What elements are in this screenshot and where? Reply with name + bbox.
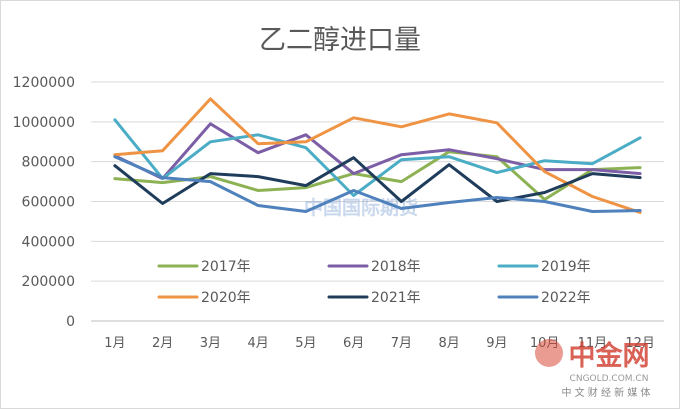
- x-tick-label: 4月: [247, 336, 268, 351]
- logo-circle-icon: [535, 339, 563, 367]
- series-line-2017年: [113, 150, 642, 201]
- x-tick-label: 8月: [438, 336, 459, 351]
- legend-item: 2021年: [327, 290, 421, 306]
- legend-label: 2019年: [541, 259, 591, 275]
- legend-item: 2019年: [497, 259, 591, 275]
- legend-label: 2020年: [201, 290, 251, 306]
- legend-label: 2022年: [541, 290, 591, 306]
- legend-item: 2018年: [327, 259, 421, 275]
- x-tick-label: 1月: [104, 336, 125, 351]
- y-tick-label: 1200000: [13, 75, 75, 91]
- x-tick-label: 6月: [343, 336, 364, 351]
- series-line-2020年: [113, 97, 642, 214]
- watermark-logo: 中金网 CNGOLD.COM.CN 中 文 财 经 新 媒 体: [535, 339, 651, 399]
- logo-url: CNGOLD.COM.CN: [570, 374, 649, 384]
- legend-label: 2021年: [371, 290, 421, 306]
- x-tick-label: 2月: [152, 336, 173, 351]
- y-tick-label: 200000: [22, 274, 75, 290]
- y-tick-label: 600000: [22, 195, 75, 211]
- series-line-2022年: [113, 155, 642, 213]
- x-tick-label: 11月: [578, 336, 608, 351]
- logo-tagline: 中 文 财 经 新 媒 体: [561, 386, 650, 399]
- legend: 2017年 2018年 2019年 2020年 2021年 2022年: [157, 259, 591, 306]
- chart-title: 乙二醇进口量: [259, 25, 421, 56]
- y-tick-label: 400000: [22, 234, 75, 250]
- legend-item: 2022年: [497, 290, 591, 306]
- watermark-center-text: 中国国际期货: [304, 196, 418, 219]
- legend-label: 2017年: [201, 259, 251, 275]
- x-tick-label: 5月: [295, 336, 316, 351]
- x-tick-label: 3月: [200, 336, 221, 351]
- x-tick-label: 12月: [625, 336, 655, 351]
- y-tick-label: 1000000: [13, 115, 75, 131]
- logo-text: 中金网: [569, 340, 650, 372]
- watermark-center: 中国国际期货: [304, 196, 418, 219]
- y-tick-label: 800000: [22, 155, 75, 171]
- series-line-2021年: [113, 156, 642, 205]
- legend-item: 2017年: [157, 259, 251, 275]
- y-axis: 0 200000 400000 600000 800000 1000000 1200000: [13, 75, 75, 330]
- legend-item: 2020年: [157, 290, 251, 306]
- x-tick-label: 9月: [486, 336, 507, 351]
- x-tick-label: 7月: [391, 336, 412, 351]
- y-tick-label: 0: [66, 314, 75, 330]
- series-lines: [113, 97, 642, 214]
- legend-label: 2018年: [371, 259, 421, 275]
- series-line-2018年: [113, 122, 642, 181]
